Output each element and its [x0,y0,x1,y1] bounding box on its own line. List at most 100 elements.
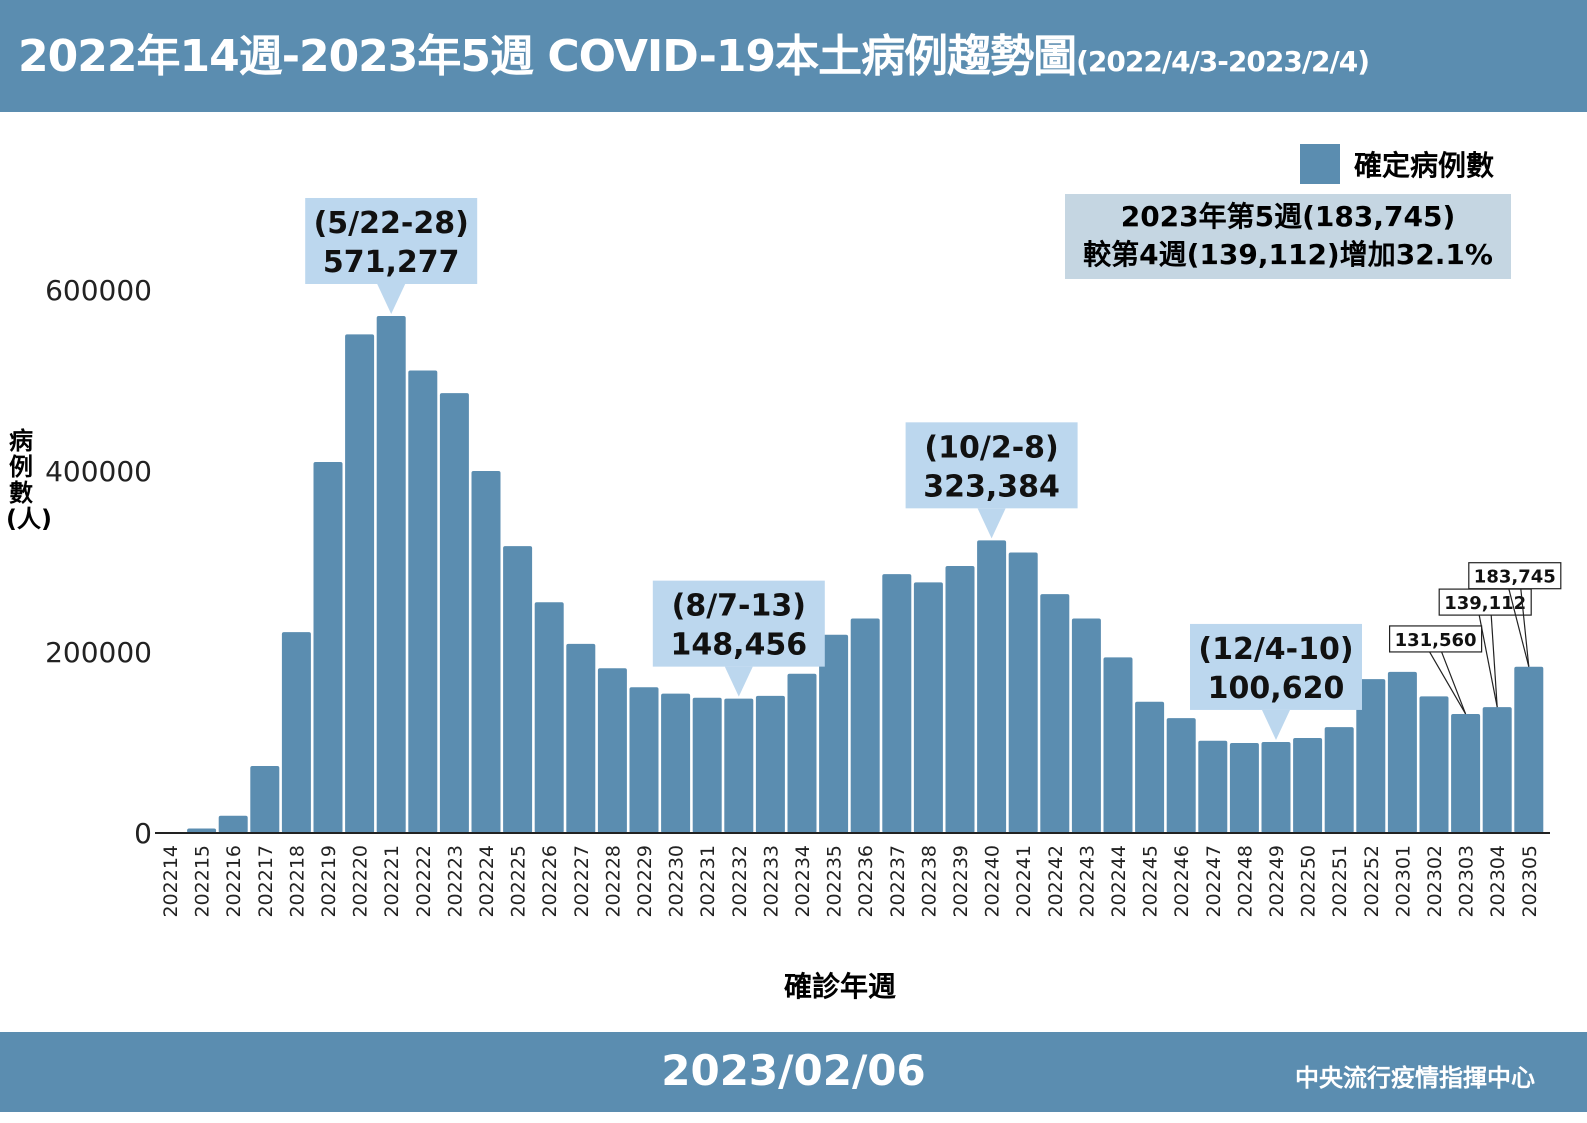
bar [1419,696,1449,833]
x-tick-label: 202216 [223,845,245,918]
x-axis-label: 確診年週 [783,970,896,1003]
bar [1198,740,1228,833]
x-tick-label: 202237 [887,845,909,918]
x-tick-label: 202238 [918,845,940,918]
bar [755,695,785,833]
x-tick-label: 202245 [1140,845,1162,918]
x-tick-label: 202215 [192,845,214,918]
header: 2022年14週-2023年5週 COVID-19本土病例趨勢圖(2022/4/… [0,0,1587,112]
bar [534,602,564,833]
callout-box [305,197,478,284]
bar [1040,594,1070,833]
bar [250,766,280,833]
value-label: 183,745 [1474,567,1556,588]
x-tick-label: 202302 [1424,845,1446,918]
x-tick-label: 202233 [760,845,782,918]
x-tick-label: 202223 [444,845,466,918]
callout-box [652,580,825,667]
x-tick-label: 202240 [982,845,1004,918]
x-tick-label: 202247 [1203,845,1225,918]
x-tick-label: 202229 [634,845,656,918]
x-tick-label: 202251 [1329,845,1351,918]
bar [503,546,533,833]
bar [850,618,880,833]
label-leader [1441,651,1467,715]
legend: 確定病例數 [1300,144,1494,184]
bar [724,698,754,833]
x-tick-label: 202246 [1171,845,1193,918]
bar [1261,741,1291,833]
label-leader [1490,615,1498,708]
x-tick-label: 202219 [318,845,340,918]
bar [376,315,406,833]
bar [1482,707,1512,833]
summary-line-1: 2023年第5週(183,745) [1120,200,1456,233]
x-tick-label: 202232 [729,845,751,918]
bar [1514,666,1544,833]
legend-label: 確定病例數 [1354,149,1495,182]
callout-value: 323,384 [923,469,1060,504]
callout-date: (12/4-10) [1198,632,1353,667]
bar [945,566,975,833]
bar [1166,718,1196,833]
bar [187,828,217,833]
x-tick-label: 202241 [1013,845,1035,918]
x-tick-label: 202304 [1487,845,1509,918]
callout-box [905,422,1078,509]
bar [1135,701,1165,833]
callout-value: 148,456 [670,628,807,663]
callout-date: (8/7-13) [672,589,806,624]
x-tick-label: 202305 [1519,845,1541,918]
callout-pointer [724,666,753,697]
callout-box [1190,623,1362,710]
callout-value: 100,620 [1208,671,1345,706]
value-label-box [1388,625,1483,653]
x-tick-label: 202222 [413,845,435,918]
x-tick-label: 202225 [508,845,530,918]
bar [661,693,691,833]
bar [629,687,659,833]
summary-line-2: 較第4週(139,112)增加32.1% [1083,238,1493,271]
footer: 2023/02/06 中央流行疫情指揮中心 [0,1032,1587,1112]
label-leader [1429,651,1467,715]
bar [597,668,627,833]
y-tick-label: 400000 [45,455,152,488]
x-tick-label: 202227 [571,845,593,918]
bar [913,582,943,833]
x-tick-label: 202224 [476,845,498,918]
summary-note: 2023年第5週(183,745) 較第4週(139,112)增加32.1% [1065,194,1511,279]
x-tick-label: 202228 [602,845,624,918]
label-leader [1508,588,1530,667]
bar [1229,742,1259,833]
value-label: 131,560 [1395,630,1477,651]
x-tick-label: 202221 [381,845,403,918]
bar [1451,713,1481,833]
x-tick-label: 202235 [824,845,846,918]
bar [1008,552,1038,833]
bar [1293,737,1323,833]
bar [281,632,311,833]
bar [345,334,375,833]
x-tick-label: 202244 [1108,845,1130,918]
y-tick-label: 600000 [45,274,152,307]
callout-pointer [377,283,406,314]
label-leader [1478,614,1498,708]
x-tick-label: 202242 [1045,845,1067,918]
x-tick-label: 202218 [286,845,308,918]
bar [977,540,1007,833]
bar [471,471,501,833]
x-tick-label: 202248 [1234,845,1256,918]
footer-org: 中央流行疫情指揮中心 [1295,1064,1535,1092]
bar [566,643,596,833]
x-tick-label: 202220 [350,845,372,918]
x-tick-label: 202250 [1298,845,1320,918]
x-tick-label: 202217 [255,845,277,918]
footer-date: 2023/02/06 [661,1046,926,1095]
x-tick-label: 202303 [1456,845,1478,918]
bar [1103,657,1133,833]
x-tick-label: 202214 [160,845,182,918]
callout-date: (5/22-28) [314,206,469,241]
x-tick-label: 202301 [1392,845,1414,918]
legend-swatch [1300,144,1340,184]
